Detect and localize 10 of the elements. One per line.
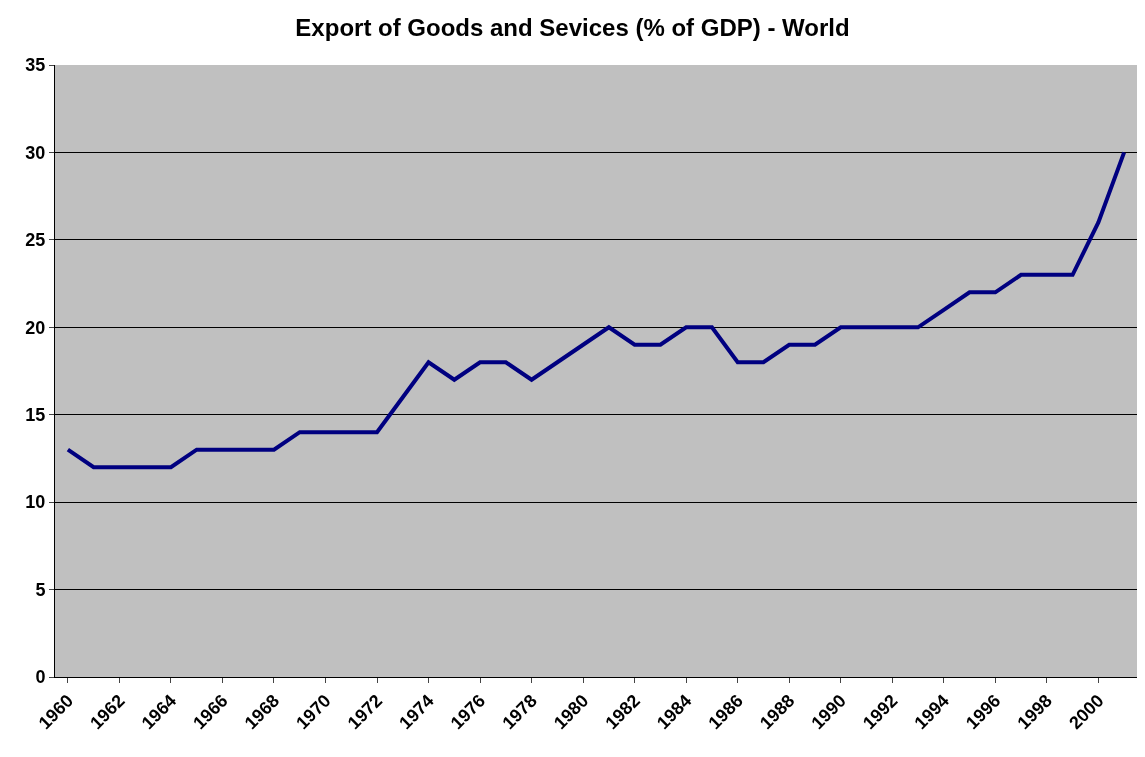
y-tick-label: 15: [25, 405, 46, 426]
y-tick-label: 30: [25, 142, 46, 163]
y-tick-label: 0: [35, 667, 46, 688]
y-tick-label: 5: [35, 579, 46, 600]
y-tick-label: 25: [25, 230, 46, 251]
y-tick-label: 35: [25, 55, 46, 76]
y-tick-label: 10: [25, 492, 46, 513]
y-tick-label: 20: [25, 317, 46, 338]
chart-title: Export of Goods and Sevices (% of GDP) - World: [295, 13, 850, 41]
line-series: [65, 150, 1127, 470]
